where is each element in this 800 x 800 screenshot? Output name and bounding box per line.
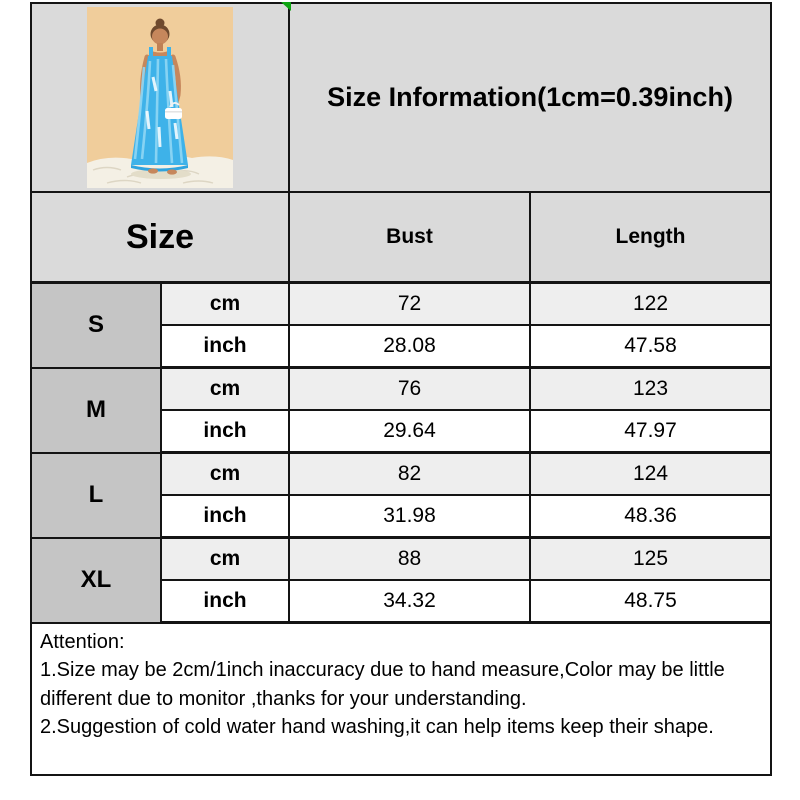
table-row-s-inch: inch 28.08 47.58 [31, 324, 773, 369]
table-row-l-inch: inch 31.98 48.36 [31, 494, 773, 539]
length-value: 48.75 [528, 579, 773, 624]
length-value: 47.97 [528, 409, 773, 454]
bust-value: 31.98 [288, 494, 531, 539]
bust-value: 88 [288, 536, 531, 581]
unit-label: inch [160, 324, 290, 369]
column-header-row: Size Bust Length [30, 191, 773, 284]
bust-column-header: Bust [288, 191, 531, 284]
unit-label: cm [160, 536, 290, 581]
size-label-xl: XL [30, 536, 162, 624]
table-row-m-inch: inch 29.64 47.97 [31, 409, 773, 454]
green-corner-marker [281, 2, 291, 11]
unit-label: inch [160, 494, 290, 539]
bust-value: 29.64 [288, 409, 531, 454]
size-label-s: S [30, 281, 162, 369]
bust-value: 82 [288, 451, 531, 496]
table-row-xl-cm: XL cm 88 125 [30, 536, 773, 624]
length-value: 122 [528, 281, 773, 326]
size-column-header: Size [30, 191, 290, 284]
length-value: 48.36 [528, 494, 773, 539]
unit-label: cm [160, 281, 290, 326]
bust-value: 72 [288, 281, 531, 326]
attention-line-1: 1.Size may be 2cm/1inch inaccuracy due t… [40, 659, 725, 710]
bust-value: 28.08 [288, 324, 531, 369]
length-value: 47.58 [528, 324, 773, 369]
size-chart-sheet: Size Information(1cm=0.39inch) Size Bust… [29, 2, 773, 776]
length-column-header: Length [528, 191, 773, 284]
unit-label: inch [160, 409, 290, 454]
product-photo-illustration [87, 7, 233, 188]
bust-value: 34.32 [288, 579, 531, 624]
product-photo-frame [33, 5, 287, 190]
top-row: Size Information(1cm=0.39inch) [30, 2, 773, 193]
size-information-title: Size Information(1cm=0.39inch) [287, 2, 773, 193]
table-row-xl-inch: inch 34.32 48.75 [31, 579, 773, 624]
attention-note: Attention: 1.Size may be 2cm/1inch inacc… [29, 621, 773, 776]
unit-label: cm [160, 451, 290, 496]
table-row-m-cm: M cm 76 123 [30, 366, 773, 454]
table-row-s-cm: S cm 72 122 [30, 281, 773, 369]
photo-model [131, 18, 191, 179]
bust-value: 76 [288, 366, 531, 411]
unit-label: cm [160, 366, 290, 411]
length-value: 123 [528, 366, 773, 411]
length-value: 124 [528, 451, 773, 496]
table-row-l-cm: L cm 82 124 [30, 451, 773, 539]
attention-title: Attention: [40, 631, 125, 653]
photo-dress [131, 47, 188, 172]
length-value: 125 [528, 536, 773, 581]
size-label-l: L [30, 451, 162, 539]
size-label-m: M [30, 366, 162, 454]
product-photo-cell [30, 2, 290, 193]
photo-handbag [165, 102, 182, 119]
size-information-table: Size Information(1cm=0.39inch) Size Bust… [29, 2, 773, 776]
attention-line-2: 2.Suggestion of cold water hand washing,… [40, 716, 714, 739]
attention-row: Attention: 1.Size may be 2cm/1inch inacc… [29, 621, 773, 776]
unit-label: inch [160, 579, 290, 624]
